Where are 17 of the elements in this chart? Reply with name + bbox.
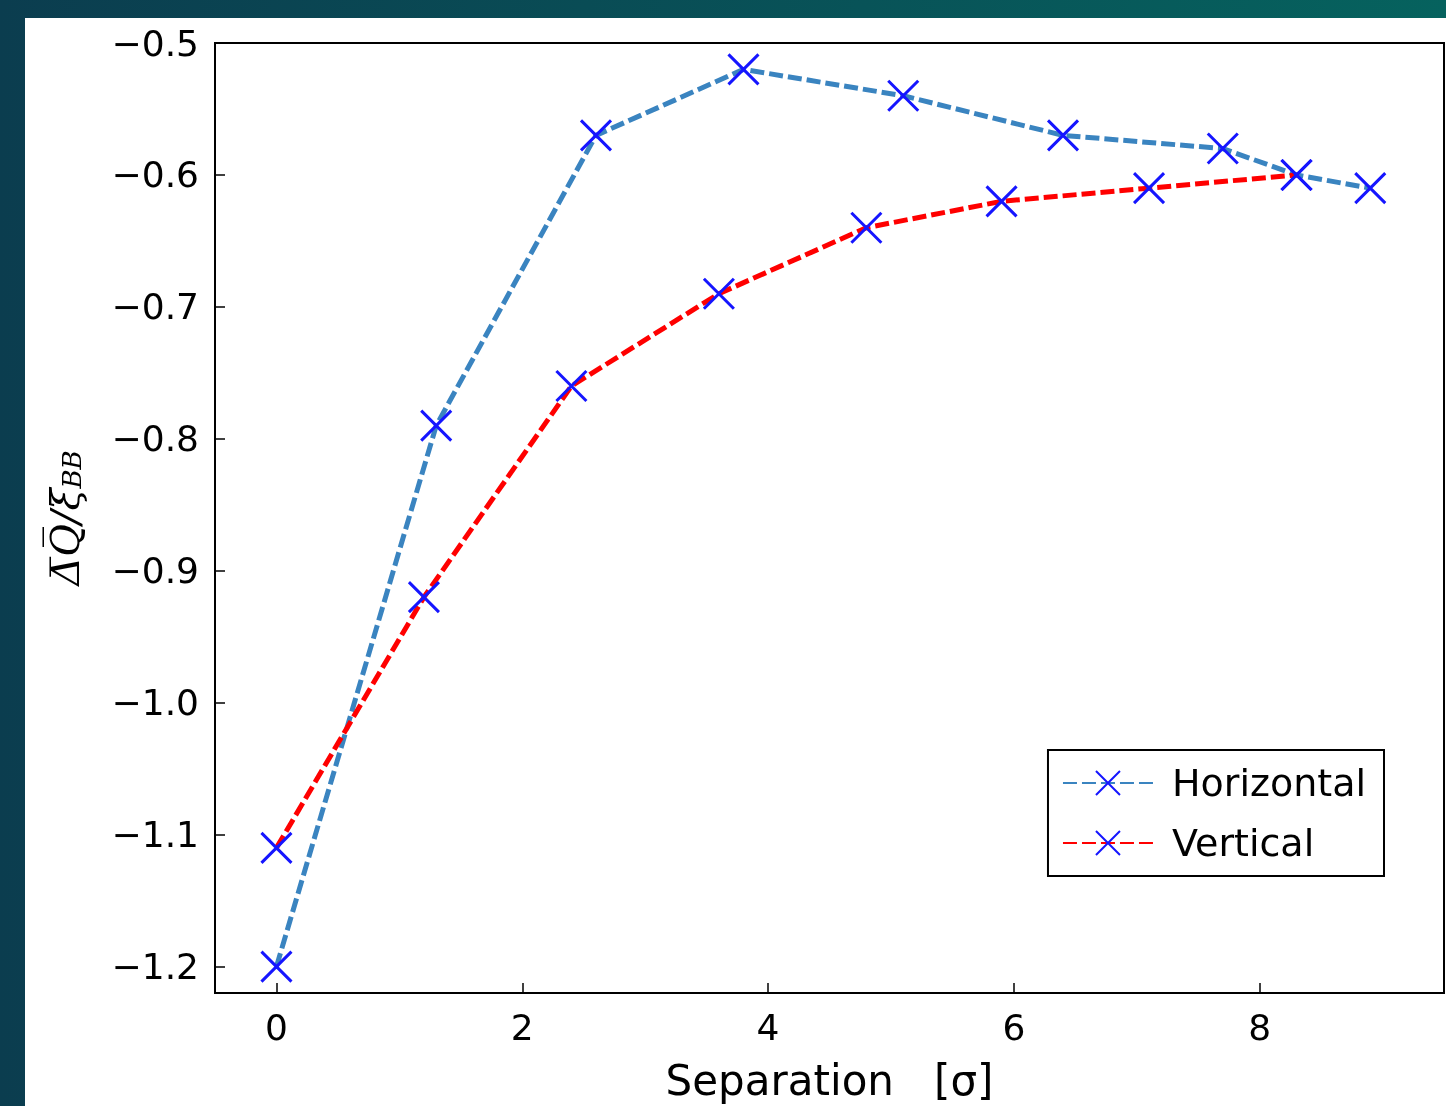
y-axis-title: Δ̅Q̅/ξBB	[41, 450, 88, 588]
y-tick-label: −0.8	[111, 418, 199, 460]
x-axis-title: Separation [σ]	[665, 1055, 994, 1105]
legend-label: Vertical	[1171, 821, 1315, 865]
y-tick-label: −0.5	[111, 22, 199, 64]
y-tick-label: −0.9	[111, 550, 199, 592]
x-tick-label: 6	[1002, 1006, 1026, 1048]
legend-label: Horizontal	[1171, 761, 1366, 805]
y-tick-label: −0.6	[111, 154, 199, 196]
x-tick-label: 0	[265, 1006, 288, 1048]
x-tick-label: 4	[756, 1006, 780, 1048]
x-tick-label: 2	[510, 1006, 534, 1048]
y-tick-label: −0.7	[111, 286, 199, 328]
y-tick-label: −1.2	[111, 946, 199, 988]
y-tick-label: −1.1	[111, 814, 199, 856]
x-tick-label: 8	[1248, 1006, 1272, 1048]
y-tick-label: −1.0	[111, 682, 199, 724]
